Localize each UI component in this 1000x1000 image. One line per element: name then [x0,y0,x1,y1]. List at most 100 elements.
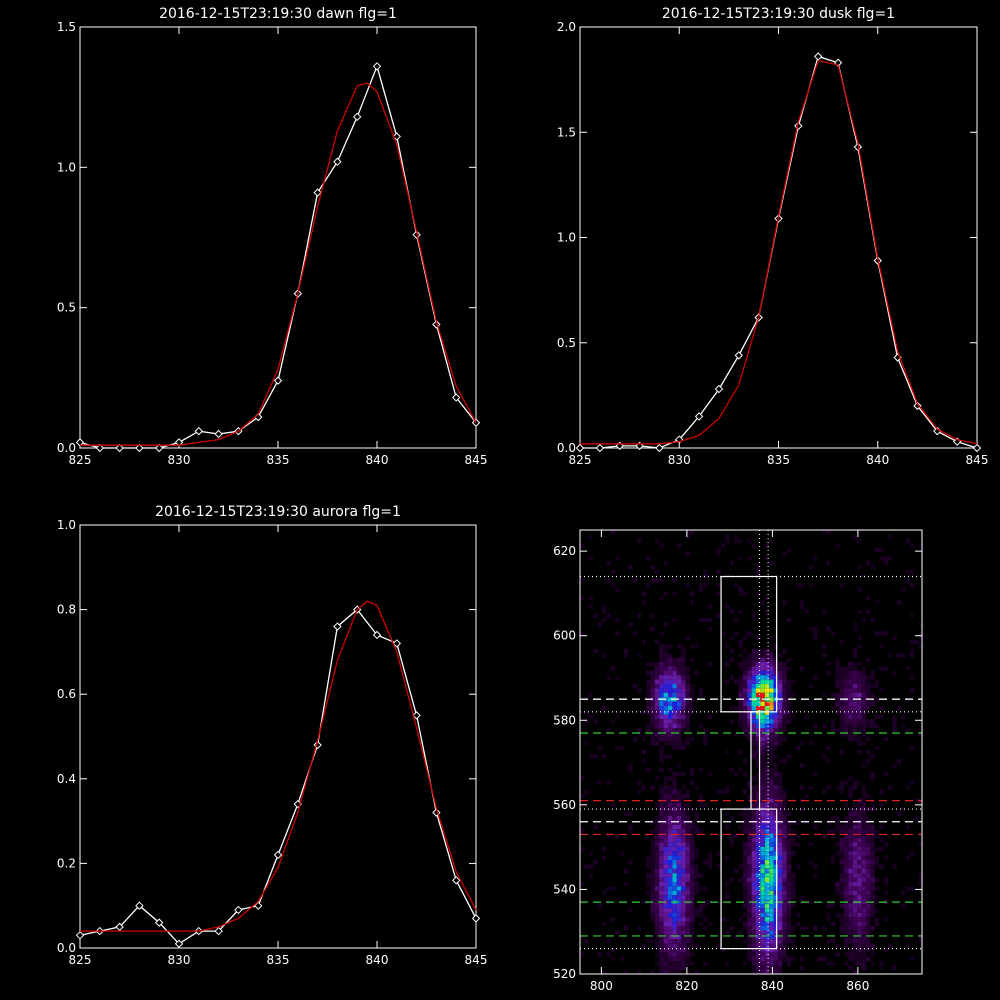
heatmap-cell [844,684,849,689]
heatmap-cell [659,877,664,882]
data-point [372,630,382,640]
heatmap-cell [791,692,796,698]
heatmap-cell [668,855,673,860]
heatmap-cell [681,943,686,948]
heatmap-cell [760,904,765,909]
heatmap-cell [672,701,677,706]
heatmap-cell [742,719,748,724]
heatmap-cell [668,706,673,711]
heatmap-cell [800,785,805,790]
heatmap-cell [866,816,871,821]
heatmap-cell [703,926,708,931]
heatmap-cell [738,662,743,667]
heatmap-cell [835,842,840,847]
heatmap-cell [866,692,871,698]
heatmap-cell [720,917,726,922]
heatmap-cell [857,895,862,900]
heatmap-cell [646,882,651,887]
heatmap-cell [654,728,660,733]
heatmap-cell [852,780,858,786]
heatmap-cell [848,824,853,830]
heatmap-cell [839,895,844,900]
heatmap-cell [866,842,871,847]
heatmap-cell [756,873,761,878]
y-tick-label: 520 [553,967,576,981]
heatmap-cell [778,855,783,860]
heatmap-cell [734,534,739,539]
heatmap-cell [756,838,761,843]
fit-line [580,59,978,445]
heatmap-cell [866,758,871,764]
heatmap-cell [672,675,677,680]
heatmap-cell [580,882,585,887]
heatmap-cell [659,596,664,601]
heatmap-cell [782,688,787,693]
heatmap-cell [830,631,836,636]
heatmap-cell [870,864,875,869]
heatmap-cell [861,824,866,830]
heatmap-cell [650,860,655,865]
heatmap-cell [681,934,686,940]
heatmap-cell [628,824,633,830]
heatmap-cell [866,684,871,689]
heatmap-cell [668,728,673,733]
heatmap-cell [760,732,765,737]
heatmap-cell [747,794,752,799]
heatmap-cell [663,948,668,953]
heatmap-cell [769,706,774,711]
heatmap-cell [588,692,594,698]
heatmap-cell [659,802,664,808]
heatmap-cell [857,868,862,874]
heatmap-cell [694,829,699,834]
heatmap-cell [769,926,774,931]
heatmap-cell [690,842,695,847]
heatmap-cell [764,904,770,909]
heatmap-cell [764,882,770,887]
heatmap-cell [848,965,853,970]
heatmap-cell [756,833,761,838]
heatmap-cell [857,912,862,918]
heatmap-cell [668,921,673,926]
heatmap-cell [580,829,585,834]
heatmap-cell [778,877,783,882]
heatmap-cell [866,851,871,856]
heatmap-cell [861,838,866,843]
heatmap-cell [659,807,664,812]
heatmap-cell [857,855,862,860]
heatmap-cell [615,930,620,935]
heatmap-cell [650,820,655,825]
data-point [972,443,982,453]
heatmap-cell [690,882,695,887]
data-point [734,351,744,360]
heatmap-cell [844,692,849,698]
heatmap-cell [659,842,664,847]
heatmap-cell [839,692,844,698]
heatmap-cell [685,675,690,680]
heatmap-cell [756,745,761,750]
heatmap-cell [668,785,673,790]
heatmap-cell [844,816,849,821]
heatmap-cell [646,723,651,728]
heatmap-cell [659,956,664,962]
heatmap-cell [769,816,774,821]
x-tick-label: 840 [761,979,784,993]
heatmap-cell [672,794,677,799]
heatmap-cell [866,794,871,799]
heatmap-cell [659,767,664,772]
heatmap-cell [668,952,673,957]
heatmap-cell [844,780,849,786]
heatmap-cell [751,873,756,878]
data-point [75,438,85,447]
heatmap-cell [769,754,774,759]
heatmap-cell [778,956,783,962]
heatmap-cell [751,736,756,742]
heatmap-cell [672,855,677,860]
x-tick-label: 840 [366,453,389,467]
heatmap-cell [844,728,849,733]
heatmap-cell [786,934,792,940]
x-tick-label: 845 [465,453,488,467]
heatmap-cell [663,811,668,816]
heatmap-cell [905,578,910,583]
heatmap-cell [663,732,668,737]
data-point [392,132,402,141]
